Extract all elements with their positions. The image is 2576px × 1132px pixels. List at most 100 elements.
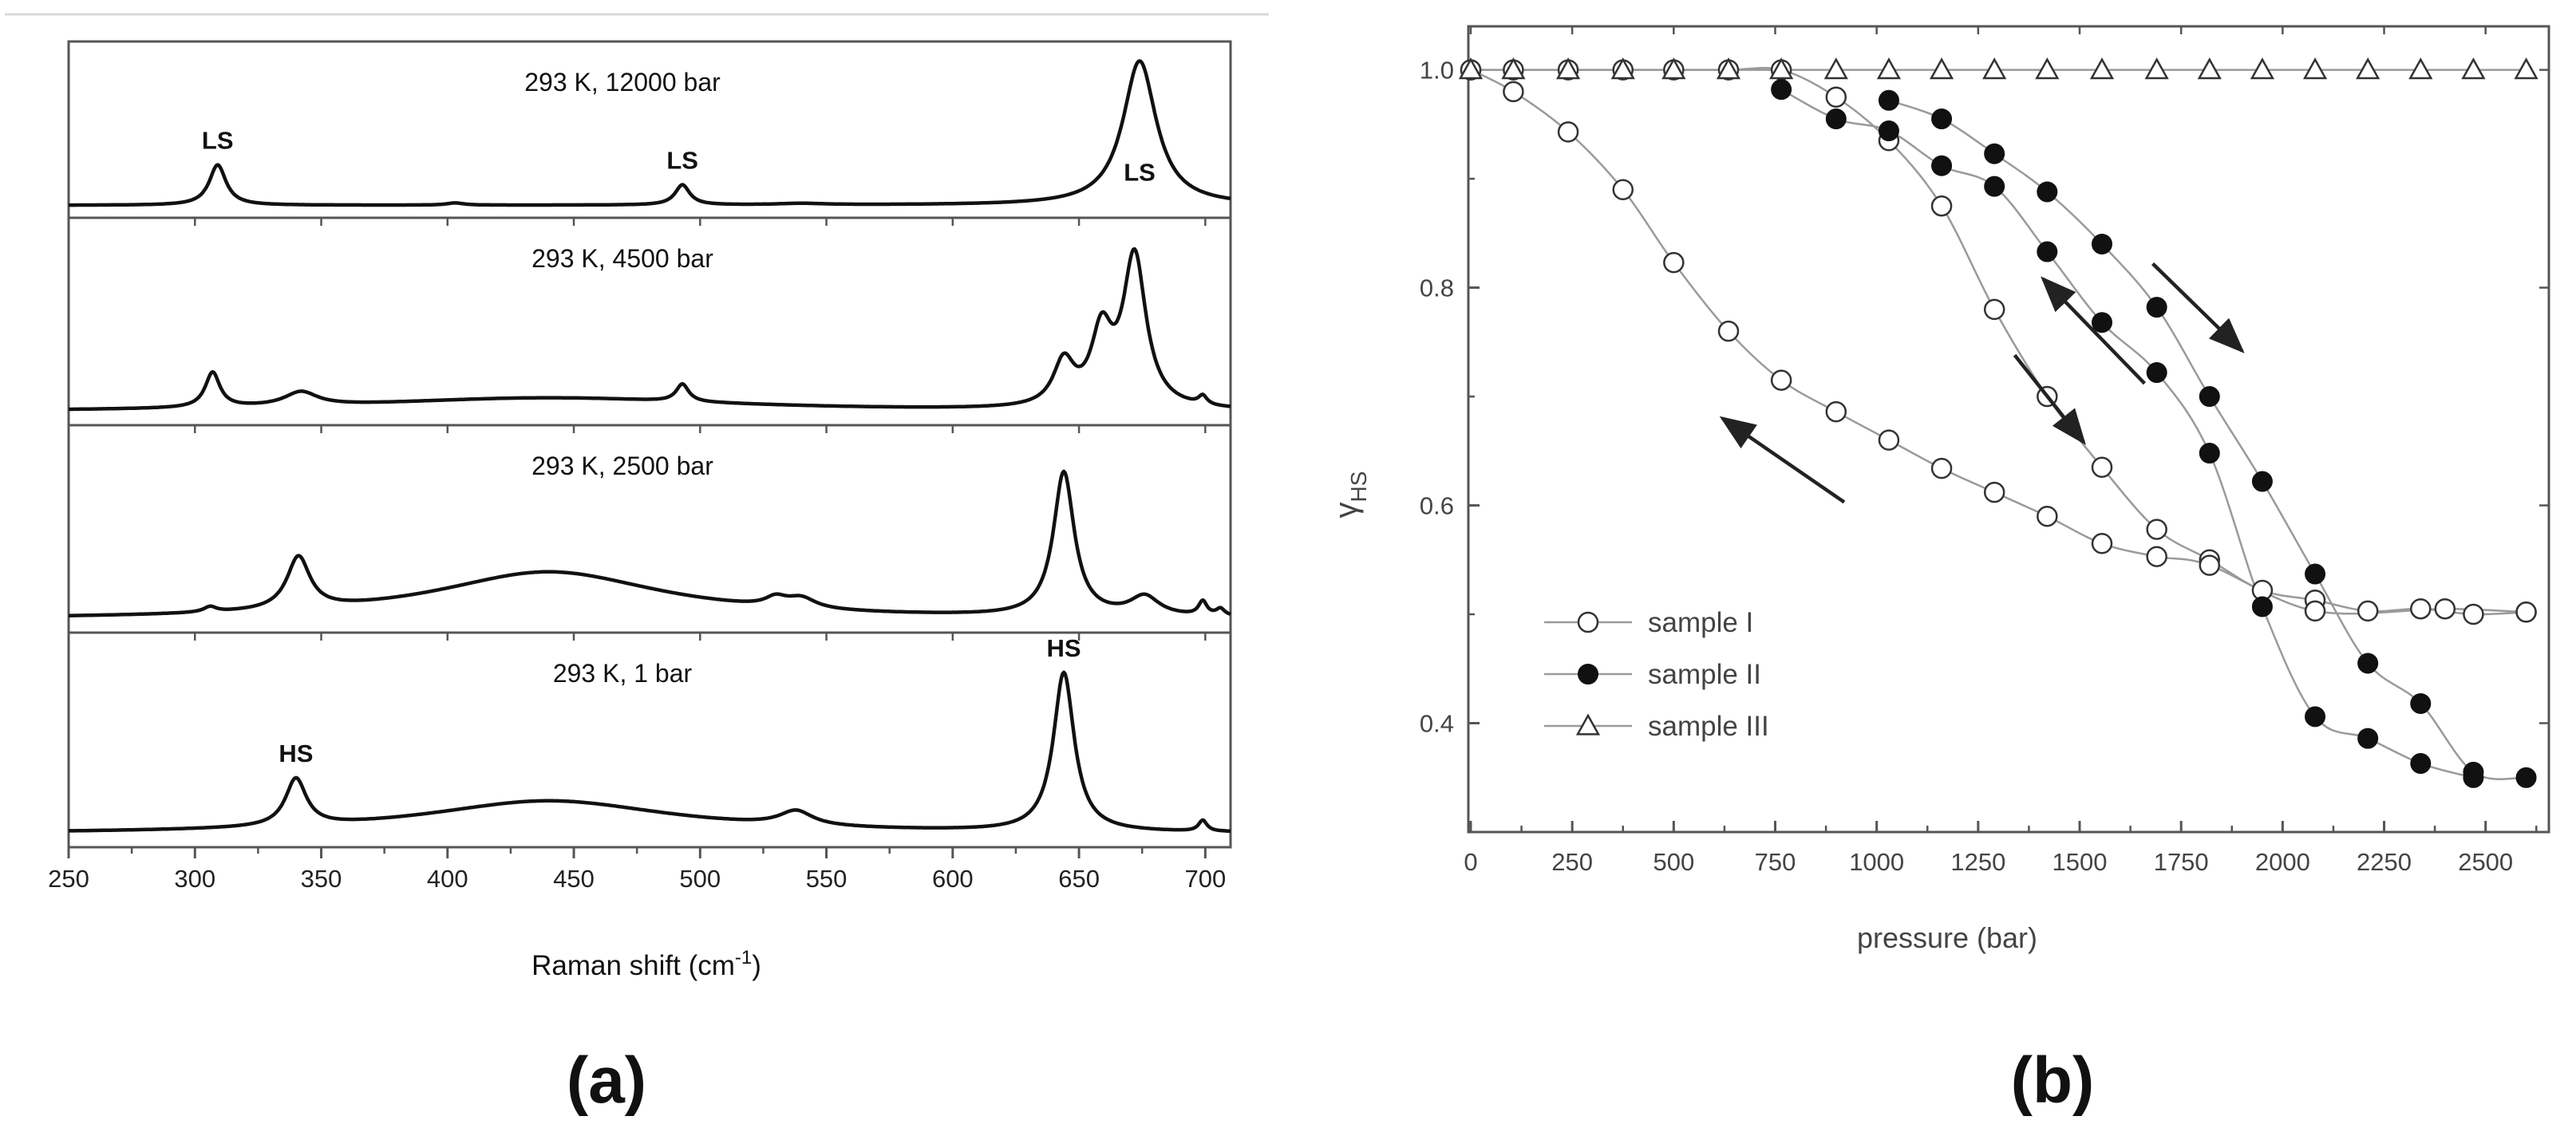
data-point xyxy=(2146,362,2167,384)
legend: sample I sample II sample III xyxy=(1544,607,1769,742)
data-point xyxy=(2515,767,2537,788)
data-point xyxy=(1661,57,1686,80)
b-ytick-label: 0.4 xyxy=(1420,710,1454,738)
data-point xyxy=(2408,57,2433,80)
data-point xyxy=(1931,155,1953,176)
raman-xtick-label: 250 xyxy=(48,865,89,893)
raman-xaxis-label: Raman shift (cm-1) xyxy=(531,947,761,981)
b-xtick-label: 250 xyxy=(1551,848,1593,876)
data-point xyxy=(2091,233,2112,254)
data-point xyxy=(2410,692,2432,714)
data-point xyxy=(1557,121,1579,143)
data-point xyxy=(1825,86,1847,108)
direction-arrow xyxy=(2151,262,2245,353)
legend-label: sample II xyxy=(1648,659,1761,690)
data-point xyxy=(2199,386,2220,408)
data-point xyxy=(1612,179,1634,200)
spectrum-condition-label: 293 K, 12000 bar xyxy=(524,68,721,97)
data-point xyxy=(1823,57,1848,80)
data-point xyxy=(1610,57,1635,80)
b-yaxis-label: γHS xyxy=(1329,471,1371,519)
data-point xyxy=(2410,598,2432,620)
panel-b-label: (b) xyxy=(2011,1044,2095,1117)
data-point xyxy=(1825,108,1847,130)
data-point xyxy=(2037,181,2058,203)
raman-xtick-label: 400 xyxy=(427,865,468,893)
b-xtick-label: 1250 xyxy=(1950,848,2005,876)
data-point xyxy=(1501,57,1526,80)
data-point xyxy=(2514,57,2538,80)
data-point xyxy=(2356,57,2380,80)
data-point xyxy=(1878,429,1900,451)
raman-outer-frame xyxy=(67,40,1232,849)
data-point xyxy=(2410,753,2432,775)
spectrum-curve-2 xyxy=(68,247,1231,412)
data-point xyxy=(1982,57,2007,80)
data-point xyxy=(2304,600,2326,622)
raman-xtick-label: 550 xyxy=(806,865,847,893)
data-point xyxy=(2461,57,2486,80)
data-point xyxy=(1931,108,1953,130)
data-point xyxy=(1769,57,1794,80)
data-point xyxy=(2144,57,2169,80)
spectrum-curve-4 xyxy=(68,670,1231,834)
raman-xtick-label: 500 xyxy=(679,865,721,893)
b-xtick-label: 750 xyxy=(1755,848,1796,876)
data-point xyxy=(2146,519,2167,540)
legend-marker xyxy=(1578,664,1598,684)
data-point xyxy=(2305,563,2326,585)
data-point xyxy=(1930,457,1953,479)
data-point xyxy=(2199,443,2220,464)
raman-xtick-label: 450 xyxy=(553,865,595,893)
direction-arrow xyxy=(1719,416,1846,504)
b-ytick-label: 0.8 xyxy=(1420,274,1454,302)
data-point xyxy=(2305,706,2326,728)
raman-xtick-label: 700 xyxy=(1184,865,1226,893)
panel-a-label: (a) xyxy=(567,1044,646,1117)
legend-label: sample III xyxy=(1648,711,1769,742)
peak-annotation: LS xyxy=(666,147,698,175)
raman-spectra-panel: 293 K, 12000 bar LS LS LS 293 K, 4500 bar 293… xyxy=(48,40,1232,1117)
data-point xyxy=(1878,89,1899,111)
b-xtick-label: 0 xyxy=(1464,848,1477,876)
data-point xyxy=(2037,241,2058,262)
b-xtick-label: 1500 xyxy=(2053,848,2108,876)
data-point xyxy=(1878,120,1899,142)
data-point xyxy=(1717,320,1740,342)
b-xtick-label: 1000 xyxy=(1849,848,1904,876)
data-point xyxy=(2089,57,2115,80)
data-point xyxy=(1663,251,1685,274)
raman-xtick-label: 650 xyxy=(1058,865,1100,893)
data-point xyxy=(1983,481,2005,503)
data-point xyxy=(2357,600,2379,622)
data-point xyxy=(1770,369,1792,391)
direction-arrow xyxy=(2041,276,2147,385)
data-point xyxy=(2197,57,2222,80)
data-point xyxy=(1716,57,1741,80)
data-point xyxy=(2091,312,2112,333)
legend-marker xyxy=(1577,611,1599,633)
data-point xyxy=(2037,505,2058,527)
data-point xyxy=(2146,546,2167,567)
data-point xyxy=(2035,57,2060,80)
data-point xyxy=(2251,596,2273,617)
b-ytick-label: 1.0 xyxy=(1420,57,1454,85)
data-point xyxy=(1458,57,1484,80)
data-point xyxy=(1771,79,1792,101)
data-point xyxy=(2250,57,2275,80)
b-xtick-label: 2000 xyxy=(2255,848,2310,876)
data-point xyxy=(1503,81,1524,103)
data-point xyxy=(2357,653,2379,674)
series-line-2 xyxy=(1888,99,2527,781)
data-point xyxy=(1984,143,2005,164)
data-point xyxy=(1984,176,2005,197)
b-xtick-label: 2250 xyxy=(2357,848,2412,876)
data-point xyxy=(2515,601,2537,623)
b-xtick-label: 2500 xyxy=(2458,848,2513,876)
spectrum-curve-1 xyxy=(68,59,1231,207)
b-plot-frame xyxy=(1467,25,2550,834)
peak-annotation: LS xyxy=(202,127,234,155)
raman-xtick-label: 600 xyxy=(932,865,974,893)
data-point xyxy=(1876,57,1902,80)
